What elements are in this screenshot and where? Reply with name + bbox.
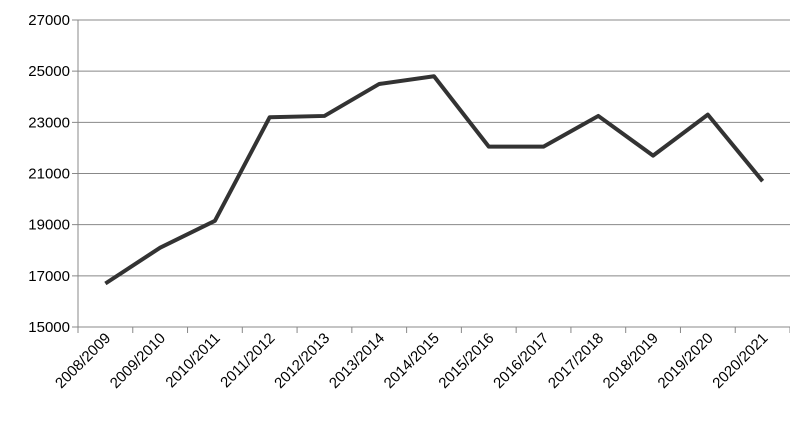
line — [104, 74, 765, 286]
x-tick-label: 2010/2011 — [162, 330, 223, 391]
x-tick-label: 2013/2014 — [326, 330, 388, 392]
y-tick-label: 21000 — [28, 166, 70, 183]
x-tick-label: 2017/2018 — [545, 330, 607, 392]
x-tick-label: 2018/2019 — [600, 330, 662, 392]
x-tick-label: 2020/2021 — [709, 330, 771, 392]
y-tick-label: 23000 — [28, 114, 70, 131]
x-tick-label: 2011/2012 — [217, 330, 278, 391]
x-tick-label: 2008/2009 — [52, 330, 114, 392]
x-tick-label: 2009/2010 — [107, 330, 169, 392]
x-tick-label: 2012/2013 — [271, 330, 333, 392]
y-tick-label: 15000 — [28, 319, 70, 336]
x-tick-label: 2016/2017 — [490, 330, 552, 392]
y-tick-label: 27000 — [28, 12, 70, 29]
y-tick-label: 17000 — [28, 268, 70, 285]
x-tick-label: 2019/2020 — [655, 330, 717, 392]
x-tick-label: 2015/2016 — [435, 330, 497, 392]
x-tick-label: 2014/2015 — [381, 330, 443, 392]
y-tick-label: 19000 — [28, 217, 70, 234]
y-tick-label: 25000 — [28, 63, 70, 80]
